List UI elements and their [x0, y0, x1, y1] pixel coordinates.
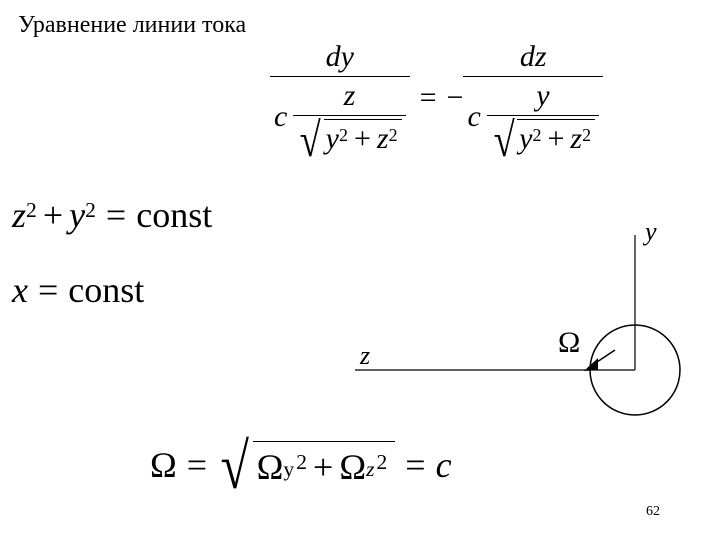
- z-axis-label: z: [359, 341, 370, 370]
- y-num: y: [532, 79, 553, 115]
- page-title: Уравнение линии тока: [18, 12, 246, 39]
- minus-sign: −: [447, 81, 464, 115]
- streamline-equation: dy c z √ y2 + z2: [270, 40, 603, 156]
- numerator-dz: dz: [516, 40, 551, 76]
- c-result: c: [436, 444, 452, 486]
- page-number: 62: [646, 504, 660, 520]
- sqrt-left: √ y2 + z2: [297, 119, 401, 156]
- c-left: c: [274, 100, 287, 134]
- omega-symbol: Ω: [150, 444, 177, 486]
- y-axis-label: y: [642, 220, 657, 246]
- z-num: z: [340, 79, 360, 115]
- sqrt-right: √ y2 + z2: [491, 119, 595, 156]
- left-fraction: dy c z √ y2 + z2: [270, 40, 410, 156]
- x-const-equation: x = const: [12, 265, 144, 311]
- equals-sign: =: [410, 81, 447, 115]
- inner-frac-left: z √ y2 + z2: [293, 79, 405, 156]
- c-right: c: [467, 100, 480, 134]
- omega-magnitude-equation: Ω = √ Ωy2 + Ωz2 = c: [150, 440, 452, 488]
- inner-frac-right: y √ y2 + z2: [487, 79, 599, 156]
- omega-sqrt: √ Ωy2 + Ωz2: [217, 441, 395, 488]
- numerator-dy: dy: [322, 40, 358, 76]
- circle-equation: z2 + y2 = const: [12, 190, 212, 236]
- omega-label: Ω: [558, 326, 580, 359]
- vortex-diagram: y z Ω: [340, 220, 700, 440]
- right-fraction: dz c y √ y2 + z2: [463, 40, 603, 156]
